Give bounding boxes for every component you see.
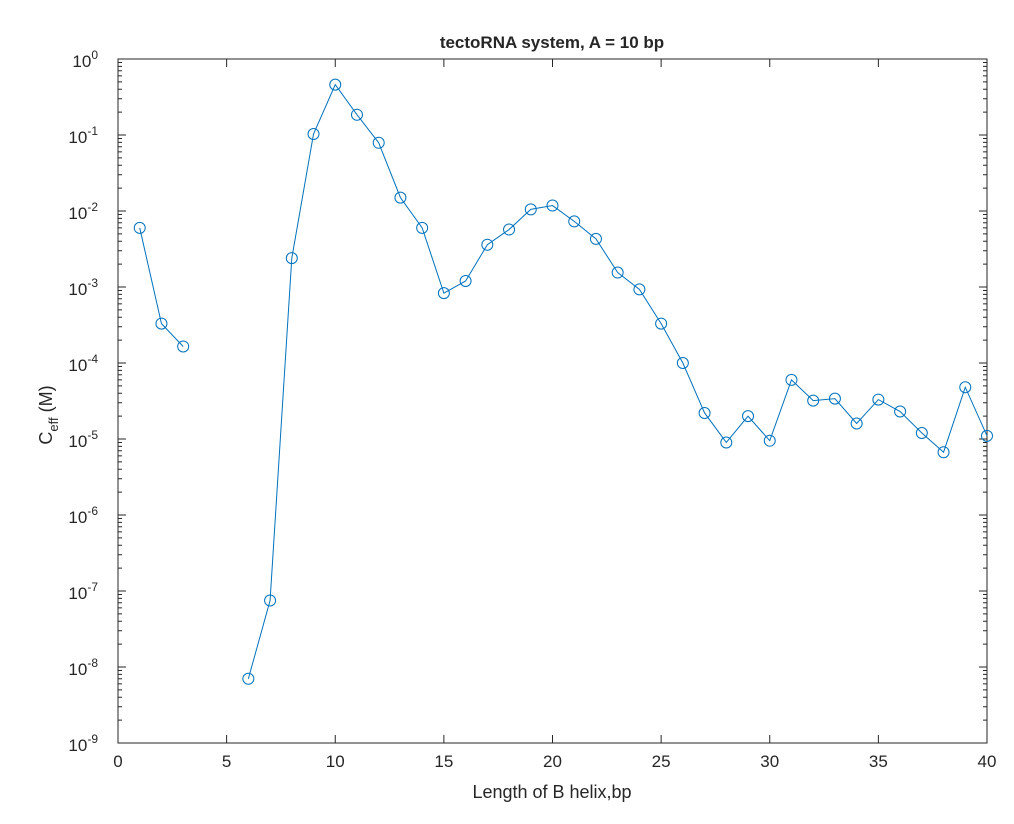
y-tick-label: 10-6: [68, 504, 98, 527]
x-axis-label: Length of B helix,bp: [472, 782, 631, 802]
x-tick-label: 20: [543, 752, 562, 771]
y-tick-label-base: 10: [68, 736, 87, 755]
data-point: [611, 266, 624, 279]
data-point: [568, 215, 581, 228]
data-point: [459, 274, 472, 287]
data-point: [372, 136, 385, 149]
y-tick-label: 10-3: [68, 276, 98, 299]
y-tick-label-exponent: 0: [91, 48, 98, 62]
data-point: [828, 392, 841, 405]
y-tick-label-base: 10: [68, 356, 87, 375]
data-point: [807, 394, 820, 407]
data-point: [872, 393, 885, 406]
data-point: [850, 417, 863, 430]
y-tick-label: 10-8: [68, 656, 98, 679]
y-axis-label: Ceff (M): [36, 385, 61, 444]
data-point: [981, 429, 993, 442]
data-point: [437, 287, 450, 300]
x-tick-label: 5: [222, 752, 231, 771]
data-point: [546, 199, 559, 212]
y-tick-label-exponent: -2: [87, 200, 98, 214]
y-tick-label-base: 10: [72, 52, 91, 71]
data-point: [937, 446, 950, 459]
y-tick-label-base: 10: [68, 128, 87, 147]
y-tick-label: 10-1: [68, 124, 98, 147]
y-tick-label-exponent: -5: [87, 428, 98, 442]
data-point: [307, 128, 320, 141]
data-point: [285, 252, 298, 265]
data-point: [264, 594, 277, 607]
y-tick-label-exponent: -4: [87, 352, 98, 366]
y-tick-label-exponent: -8: [87, 656, 98, 670]
y-tick-label-base: 10: [68, 508, 87, 527]
y-tick-label-exponent: -6: [87, 504, 98, 518]
data-point: [133, 221, 146, 234]
data-point: [915, 426, 928, 439]
data-point: [742, 410, 755, 423]
y-tick-label-exponent: -3: [87, 276, 98, 290]
y-tick-label-base: 10: [68, 204, 87, 223]
y-tick-label-base: 10: [68, 280, 87, 299]
x-tick-label: 35: [869, 752, 888, 771]
y-tick-label-exponent: -7: [87, 580, 98, 594]
y-axis-label-subscript: eff: [46, 417, 61, 432]
y-tick-label-exponent: -9: [87, 732, 98, 746]
y-tick-label: 10-4: [68, 352, 98, 375]
data-point: [329, 78, 342, 91]
x-tick-label: 0: [113, 752, 122, 771]
data-point: [394, 191, 407, 204]
data-point: [894, 405, 907, 418]
chart-title: tectoRNA system, A = 10 bp: [440, 33, 664, 52]
data-point: [785, 373, 798, 386]
data-point: [155, 317, 168, 330]
y-tick-label-base: 10: [68, 660, 87, 679]
x-tick-label: 40: [978, 752, 997, 771]
plot-area: 0 5 10 15 20 25 30 35 4010010-110-210-310-410-51…: [68, 48, 996, 771]
data-point: [633, 283, 646, 296]
y-tick-label-base: 10: [68, 584, 87, 603]
data-point: [698, 406, 711, 419]
x-tick-label: 30: [760, 752, 779, 771]
y-tick-label: 100: [72, 48, 98, 71]
x-tick-label: 10: [326, 752, 345, 771]
data-point: [503, 223, 516, 236]
data-point: [481, 238, 494, 251]
data-point: [959, 381, 972, 394]
x-tick-label: 25: [652, 752, 671, 771]
series-line: [247, 83, 988, 679]
data-point: [720, 436, 733, 449]
y-tick-label-exponent: -1: [87, 124, 98, 138]
y-axis-label-main: C: [36, 432, 56, 445]
data-point: [416, 221, 429, 234]
y-tick-label: 10-5: [68, 428, 98, 451]
data-point: [655, 317, 668, 330]
y-tick-label: 10-9: [68, 732, 98, 755]
data-point: [676, 357, 689, 369]
data-point: [589, 232, 602, 245]
data-point: [350, 108, 363, 121]
series-line: [139, 227, 184, 347]
y-tick-label: 10-7: [68, 580, 98, 603]
data-point: [242, 672, 255, 685]
data-point: [763, 434, 776, 447]
data-point: [524, 203, 537, 216]
data-point: [177, 340, 190, 353]
x-tick-label: 15: [434, 752, 453, 771]
y-tick-label: 10-2: [68, 200, 98, 223]
y-tick-label-base: 10: [68, 432, 87, 451]
y-axis-label-suffix: (M): [36, 385, 56, 412]
